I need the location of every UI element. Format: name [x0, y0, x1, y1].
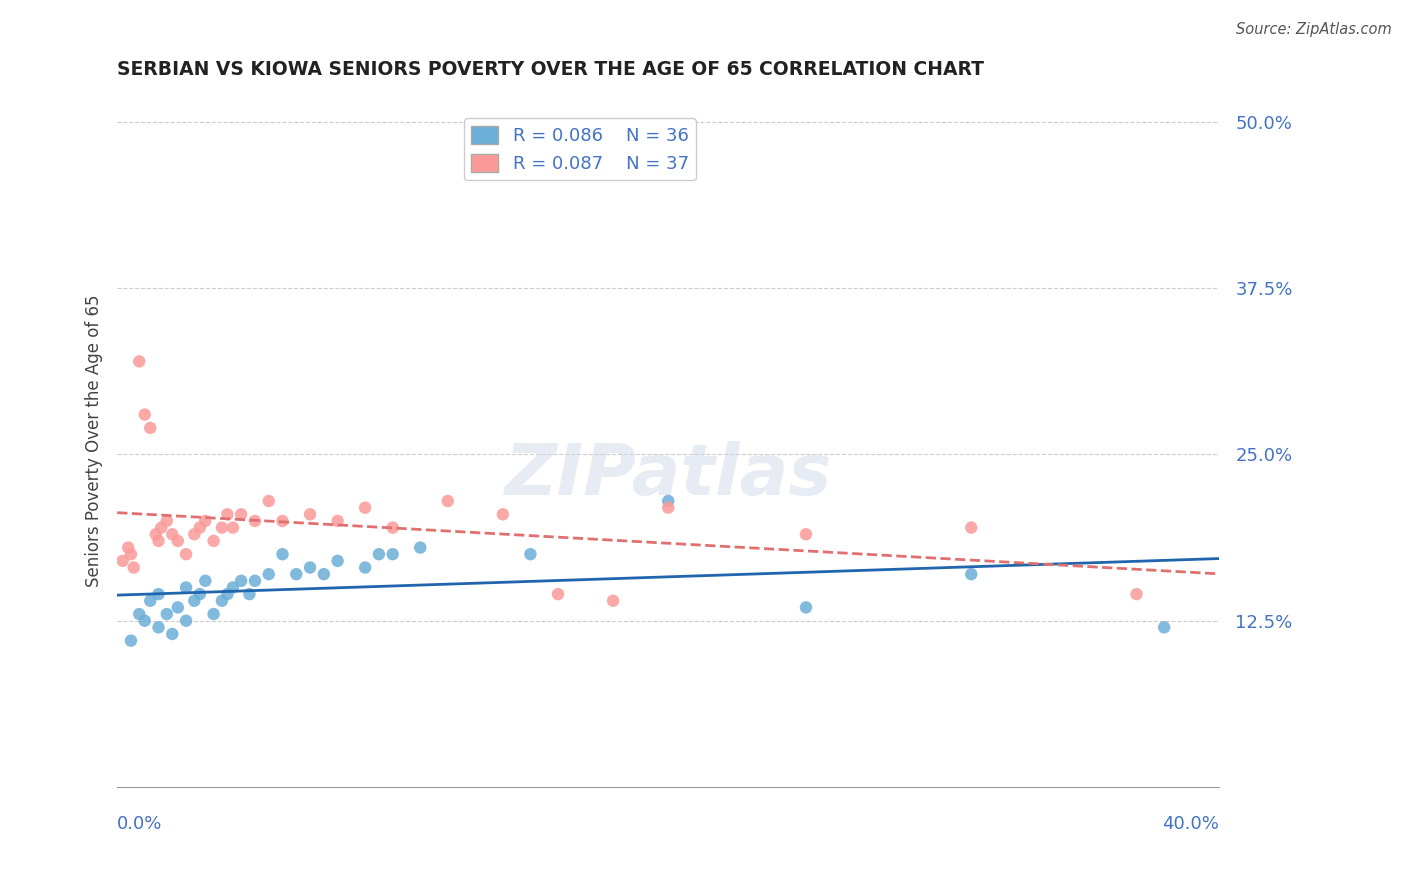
Point: [217, 587, 239, 601]
Point: [183, 527, 205, 541]
Point: [231, 574, 253, 588]
Point: [243, 574, 266, 588]
Point: [492, 508, 515, 522]
Point: [1125, 587, 1147, 601]
Point: [162, 627, 184, 641]
Point: [145, 527, 167, 541]
Point: [139, 421, 162, 435]
Point: [174, 614, 197, 628]
Point: [257, 494, 280, 508]
Point: [150, 520, 173, 534]
Text: ZIPatlas: ZIPatlas: [505, 442, 832, 510]
Point: [657, 500, 679, 515]
Point: [188, 587, 211, 601]
Point: [148, 620, 170, 634]
Point: [134, 408, 156, 422]
Point: [194, 574, 217, 588]
Point: [174, 547, 197, 561]
Point: [285, 567, 308, 582]
Point: [166, 533, 188, 548]
Point: [231, 508, 253, 522]
Point: [122, 560, 145, 574]
Point: [217, 508, 239, 522]
Point: [547, 587, 569, 601]
Point: [117, 541, 139, 555]
Point: [238, 587, 260, 601]
Point: [354, 500, 377, 515]
Point: [271, 514, 294, 528]
Point: [299, 560, 322, 574]
Point: [111, 554, 134, 568]
Point: [183, 593, 205, 607]
Point: [243, 514, 266, 528]
Y-axis label: Seniors Poverty Over the Age of 65: Seniors Poverty Over the Age of 65: [86, 295, 103, 588]
Point: [794, 527, 817, 541]
Point: [381, 547, 404, 561]
Point: [194, 514, 217, 528]
Point: [368, 547, 391, 561]
Point: [519, 547, 541, 561]
Point: [211, 520, 233, 534]
Point: [409, 541, 432, 555]
Point: [354, 560, 377, 574]
Point: [139, 593, 162, 607]
Text: 40.0%: 40.0%: [1163, 814, 1219, 832]
Point: [1153, 620, 1175, 634]
Legend: R = 0.086    N = 36, R = 0.087    N = 37: R = 0.086 N = 36, R = 0.087 N = 37: [464, 119, 696, 180]
Point: [326, 554, 349, 568]
Point: [120, 547, 142, 561]
Point: [960, 567, 983, 582]
Point: [156, 607, 179, 621]
Point: [257, 567, 280, 582]
Point: [120, 633, 142, 648]
Point: [156, 514, 179, 528]
Point: [188, 520, 211, 534]
Point: [128, 607, 150, 621]
Point: [162, 527, 184, 541]
Point: [326, 514, 349, 528]
Point: [657, 494, 679, 508]
Point: [202, 607, 225, 621]
Point: [222, 520, 245, 534]
Text: SERBIAN VS KIOWA SENIORS POVERTY OVER THE AGE OF 65 CORRELATION CHART: SERBIAN VS KIOWA SENIORS POVERTY OVER TH…: [117, 60, 984, 78]
Point: [271, 547, 294, 561]
Point: [312, 567, 335, 582]
Point: [174, 581, 197, 595]
Point: [134, 614, 156, 628]
Point: [381, 520, 404, 534]
Point: [166, 600, 188, 615]
Point: [148, 587, 170, 601]
Point: [299, 508, 322, 522]
Point: [128, 354, 150, 368]
Point: [436, 494, 458, 508]
Text: 0.0%: 0.0%: [117, 814, 163, 832]
Text: Source: ZipAtlas.com: Source: ZipAtlas.com: [1236, 22, 1392, 37]
Point: [602, 593, 624, 607]
Point: [211, 593, 233, 607]
Point: [222, 581, 245, 595]
Point: [202, 533, 225, 548]
Point: [148, 533, 170, 548]
Point: [794, 600, 817, 615]
Point: [960, 520, 983, 534]
